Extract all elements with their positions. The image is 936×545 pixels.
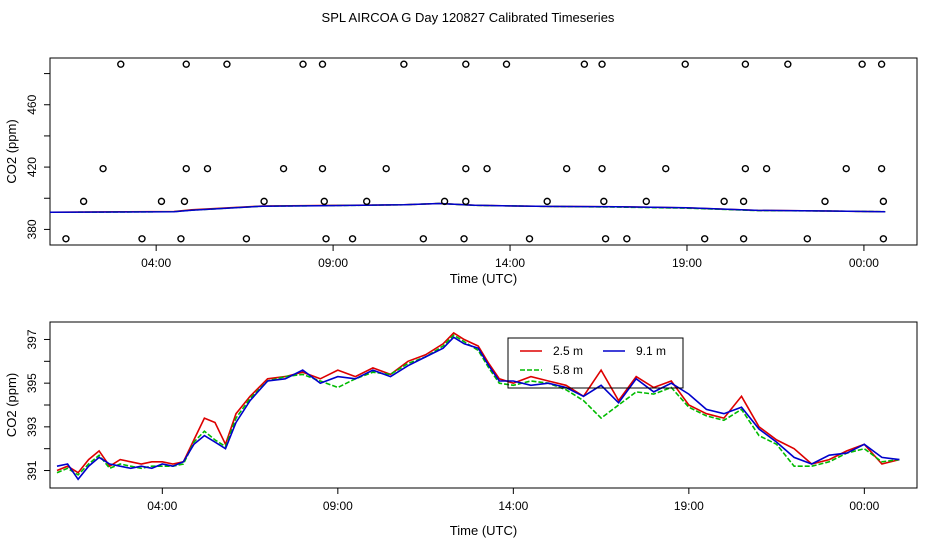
- data-point-marker: [562, 164, 571, 173]
- x-tick-label: 04:00: [141, 256, 171, 270]
- data-point-marker: [180, 197, 189, 206]
- legend-label: 5.8 m: [553, 363, 583, 377]
- data-point-marker: [762, 164, 771, 173]
- series-line-9-1-m: [49, 202, 886, 214]
- plot-frame: [49, 57, 918, 246]
- data-point-marker: [879, 235, 888, 243]
- data-point-marker: [400, 60, 408, 68]
- legend-label: 9.1 m: [636, 344, 666, 358]
- x-axis-label: Time (UTC): [450, 523, 517, 538]
- legend-box: [507, 337, 684, 389]
- y-axis-label: CO2 (ppm): [4, 119, 19, 183]
- data-point-marker: [741, 60, 750, 68]
- y-tick-label: 380: [25, 219, 39, 239]
- data-point-marker: [720, 197, 728, 206]
- data-point-marker: [223, 60, 231, 68]
- data-point-marker: [462, 197, 470, 206]
- data-point-marker: [419, 235, 428, 243]
- x-tick-label: 19:00: [672, 256, 702, 270]
- data-point-marker: [803, 235, 811, 243]
- data-point-marker: [842, 164, 850, 173]
- data-point-marker: [382, 164, 390, 173]
- series-line-5-8-m: [56, 334, 900, 476]
- data-point-marker: [642, 197, 650, 206]
- x-tick-label: 09:00: [318, 256, 348, 270]
- x-tick-label: 09:00: [323, 499, 353, 513]
- y-tick-label: 420: [25, 157, 39, 177]
- data-point-marker: [600, 197, 608, 206]
- data-point-marker: [318, 60, 327, 68]
- data-point-marker: [681, 60, 689, 68]
- data-point-marker: [320, 197, 328, 206]
- data-point-marker: [662, 164, 670, 173]
- data-point-marker: [879, 197, 888, 206]
- y-tick-label: 395: [25, 373, 39, 393]
- data-point-marker: [203, 164, 212, 173]
- data-point-marker: [260, 197, 268, 206]
- data-point-marker: [177, 235, 185, 243]
- y-tick-label: 397: [25, 329, 39, 349]
- data-point-marker: [598, 60, 606, 68]
- data-point-marker: [462, 60, 470, 68]
- data-point-marker: [877, 60, 886, 68]
- series-line-9-1-m: [56, 336, 900, 481]
- y-axis-label: CO2 (ppm): [4, 373, 19, 437]
- data-point-marker: [462, 164, 470, 173]
- data-point-marker: [440, 197, 449, 206]
- panel-bottom: 04:00 09:00 14:00 19:00 00:00 391 393 395 397 Tim…: [4, 321, 918, 538]
- data-point-marker: [138, 235, 146, 243]
- data-point-marker: [182, 60, 190, 68]
- data-point-marker: [784, 60, 792, 68]
- data-point-marker: [877, 164, 886, 173]
- figure-title: SPL AIRCOA G Day 120827 Calibrated Times…: [322, 10, 615, 25]
- data-point-marker: [182, 164, 190, 173]
- x-tick-label: 14:00: [495, 256, 525, 270]
- data-point-marker: [739, 235, 748, 243]
- data-point-marker: [700, 235, 709, 243]
- data-point-marker: [525, 235, 534, 243]
- data-point-marker: [598, 164, 606, 173]
- data-point-marker: [821, 197, 829, 206]
- x-tick-label: 04:00: [147, 499, 177, 513]
- data-point-marker: [858, 60, 866, 68]
- data-point-marker: [157, 197, 166, 206]
- data-point-marker: [318, 164, 327, 173]
- data-point-marker: [322, 235, 330, 243]
- data-point-marker: [79, 197, 88, 206]
- y-tick-label: 391: [25, 460, 39, 480]
- series-line-2-5-m: [56, 331, 900, 474]
- legend: 2.5 m 5.8 m 9.1 m: [507, 337, 684, 389]
- data-point-marker: [502, 60, 511, 68]
- data-point-marker: [299, 60, 307, 68]
- data-point-marker: [348, 235, 357, 243]
- panel-top: 04:00 09:00 14:00 19:00 00:00 380 420 460 Time (…: [4, 57, 918, 286]
- data-point-marker: [741, 164, 750, 173]
- data-point-marker: [62, 235, 70, 243]
- data-point-marker: [739, 197, 748, 206]
- data-point-marker: [623, 235, 631, 243]
- data-point-marker: [601, 235, 610, 243]
- data-point-marker: [99, 164, 107, 173]
- legend-label: 2.5 m: [553, 344, 583, 358]
- y-tick-label: 460: [25, 94, 39, 114]
- data-point-marker: [580, 60, 589, 68]
- data-point-marker: [543, 197, 551, 206]
- x-tick-label: 14:00: [498, 499, 528, 513]
- data-point-marker: [117, 60, 125, 68]
- data-point-marker: [279, 164, 288, 173]
- data-point-marker: [460, 235, 468, 243]
- x-tick-label: 19:00: [674, 499, 704, 513]
- x-tick-label: 00:00: [849, 256, 879, 270]
- y-tick-label: 393: [25, 417, 39, 437]
- data-point-marker: [242, 235, 251, 243]
- data-point-marker: [363, 197, 371, 206]
- x-axis-label: Time (UTC): [450, 271, 517, 286]
- x-tick-label: 00:00: [849, 499, 879, 513]
- data-point-marker: [483, 164, 491, 173]
